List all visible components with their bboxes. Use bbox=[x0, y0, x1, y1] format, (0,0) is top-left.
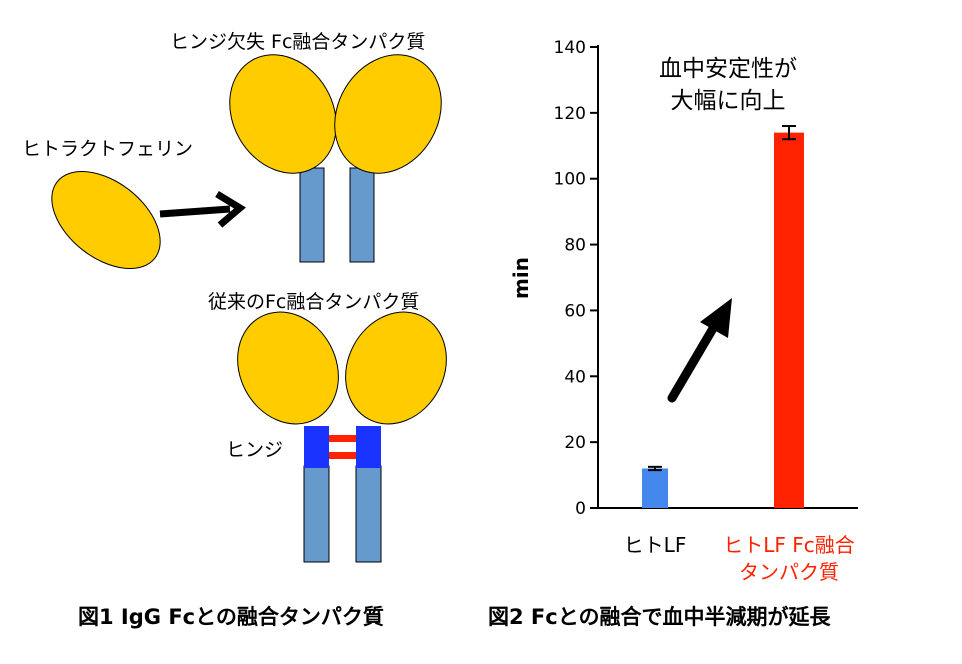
disulfide-bond-lower bbox=[329, 452, 356, 459]
hingeless-fc-fusion-label: ヒンジ欠失 Fc融合タンパク質 bbox=[170, 31, 425, 53]
fc-domain-right bbox=[355, 465, 382, 563]
lactoferrin-molecule bbox=[51, 170, 161, 270]
chart-plot-area: 0 20 40 60 80 100 120 140 min ヒトLF ヒトLF Fc融合タンパク質 bbox=[509, 38, 858, 584]
fc-domain-left bbox=[303, 465, 330, 563]
y-tick-label: 40 bbox=[564, 367, 586, 387]
fab-lobe-left bbox=[229, 54, 337, 174]
hinge-label: ヒンジ bbox=[226, 439, 283, 461]
hinge-region-left bbox=[304, 426, 329, 468]
conventional-fc-fusion-protein bbox=[237, 311, 447, 563]
hinge-region-right bbox=[356, 426, 381, 468]
y-tick-label: 80 bbox=[564, 236, 586, 256]
figure1-schematic: ヒンジ欠失 Fc融合タンパク質 ヒトラクトフェリン 従来のFc融合タンパク質 ヒ… bbox=[22, 31, 447, 629]
fc-domain-left bbox=[299, 167, 325, 263]
figure1-caption: 図1 IgG Fcとの融合タンパク質 bbox=[78, 605, 384, 629]
arrow-icon bbox=[159, 191, 246, 228]
category-label: タンパク質 bbox=[739, 560, 839, 584]
y-axis-label: min bbox=[509, 257, 533, 299]
category-label: ヒトLF Fc融合 bbox=[723, 533, 855, 557]
annotation-line2: 大幅に向上 bbox=[671, 88, 786, 114]
fab-lobe-left bbox=[237, 311, 339, 425]
trend-arrow-icon bbox=[667, 298, 732, 403]
hingeless-fc-fusion-protein bbox=[229, 54, 442, 263]
fab-lobe-right bbox=[345, 311, 447, 425]
category-label: ヒトLF bbox=[624, 533, 687, 557]
y-tick-label: 140 bbox=[554, 38, 586, 58]
conventional-fc-fusion-label: 従来のFc融合タンパク質 bbox=[208, 291, 419, 313]
annotation-line1: 血中安定性が bbox=[659, 56, 797, 82]
disulfide-bond-upper bbox=[329, 435, 356, 442]
figure2-caption: 図2 Fcとの融合で血中半減期が延長 bbox=[488, 605, 832, 629]
fab-lobe-right bbox=[334, 54, 442, 174]
y-tick-label: 60 bbox=[564, 301, 586, 321]
y-tick-label: 100 bbox=[554, 170, 586, 190]
y-tick-label: 120 bbox=[554, 104, 586, 124]
lactoferrin-label: ヒトラクトフェリン bbox=[22, 138, 193, 160]
bar bbox=[642, 468, 668, 508]
y-tick-label: 20 bbox=[564, 433, 586, 453]
y-tick-label: 0 bbox=[575, 499, 586, 519]
bar bbox=[774, 132, 804, 508]
fc-domain-right bbox=[349, 167, 375, 263]
